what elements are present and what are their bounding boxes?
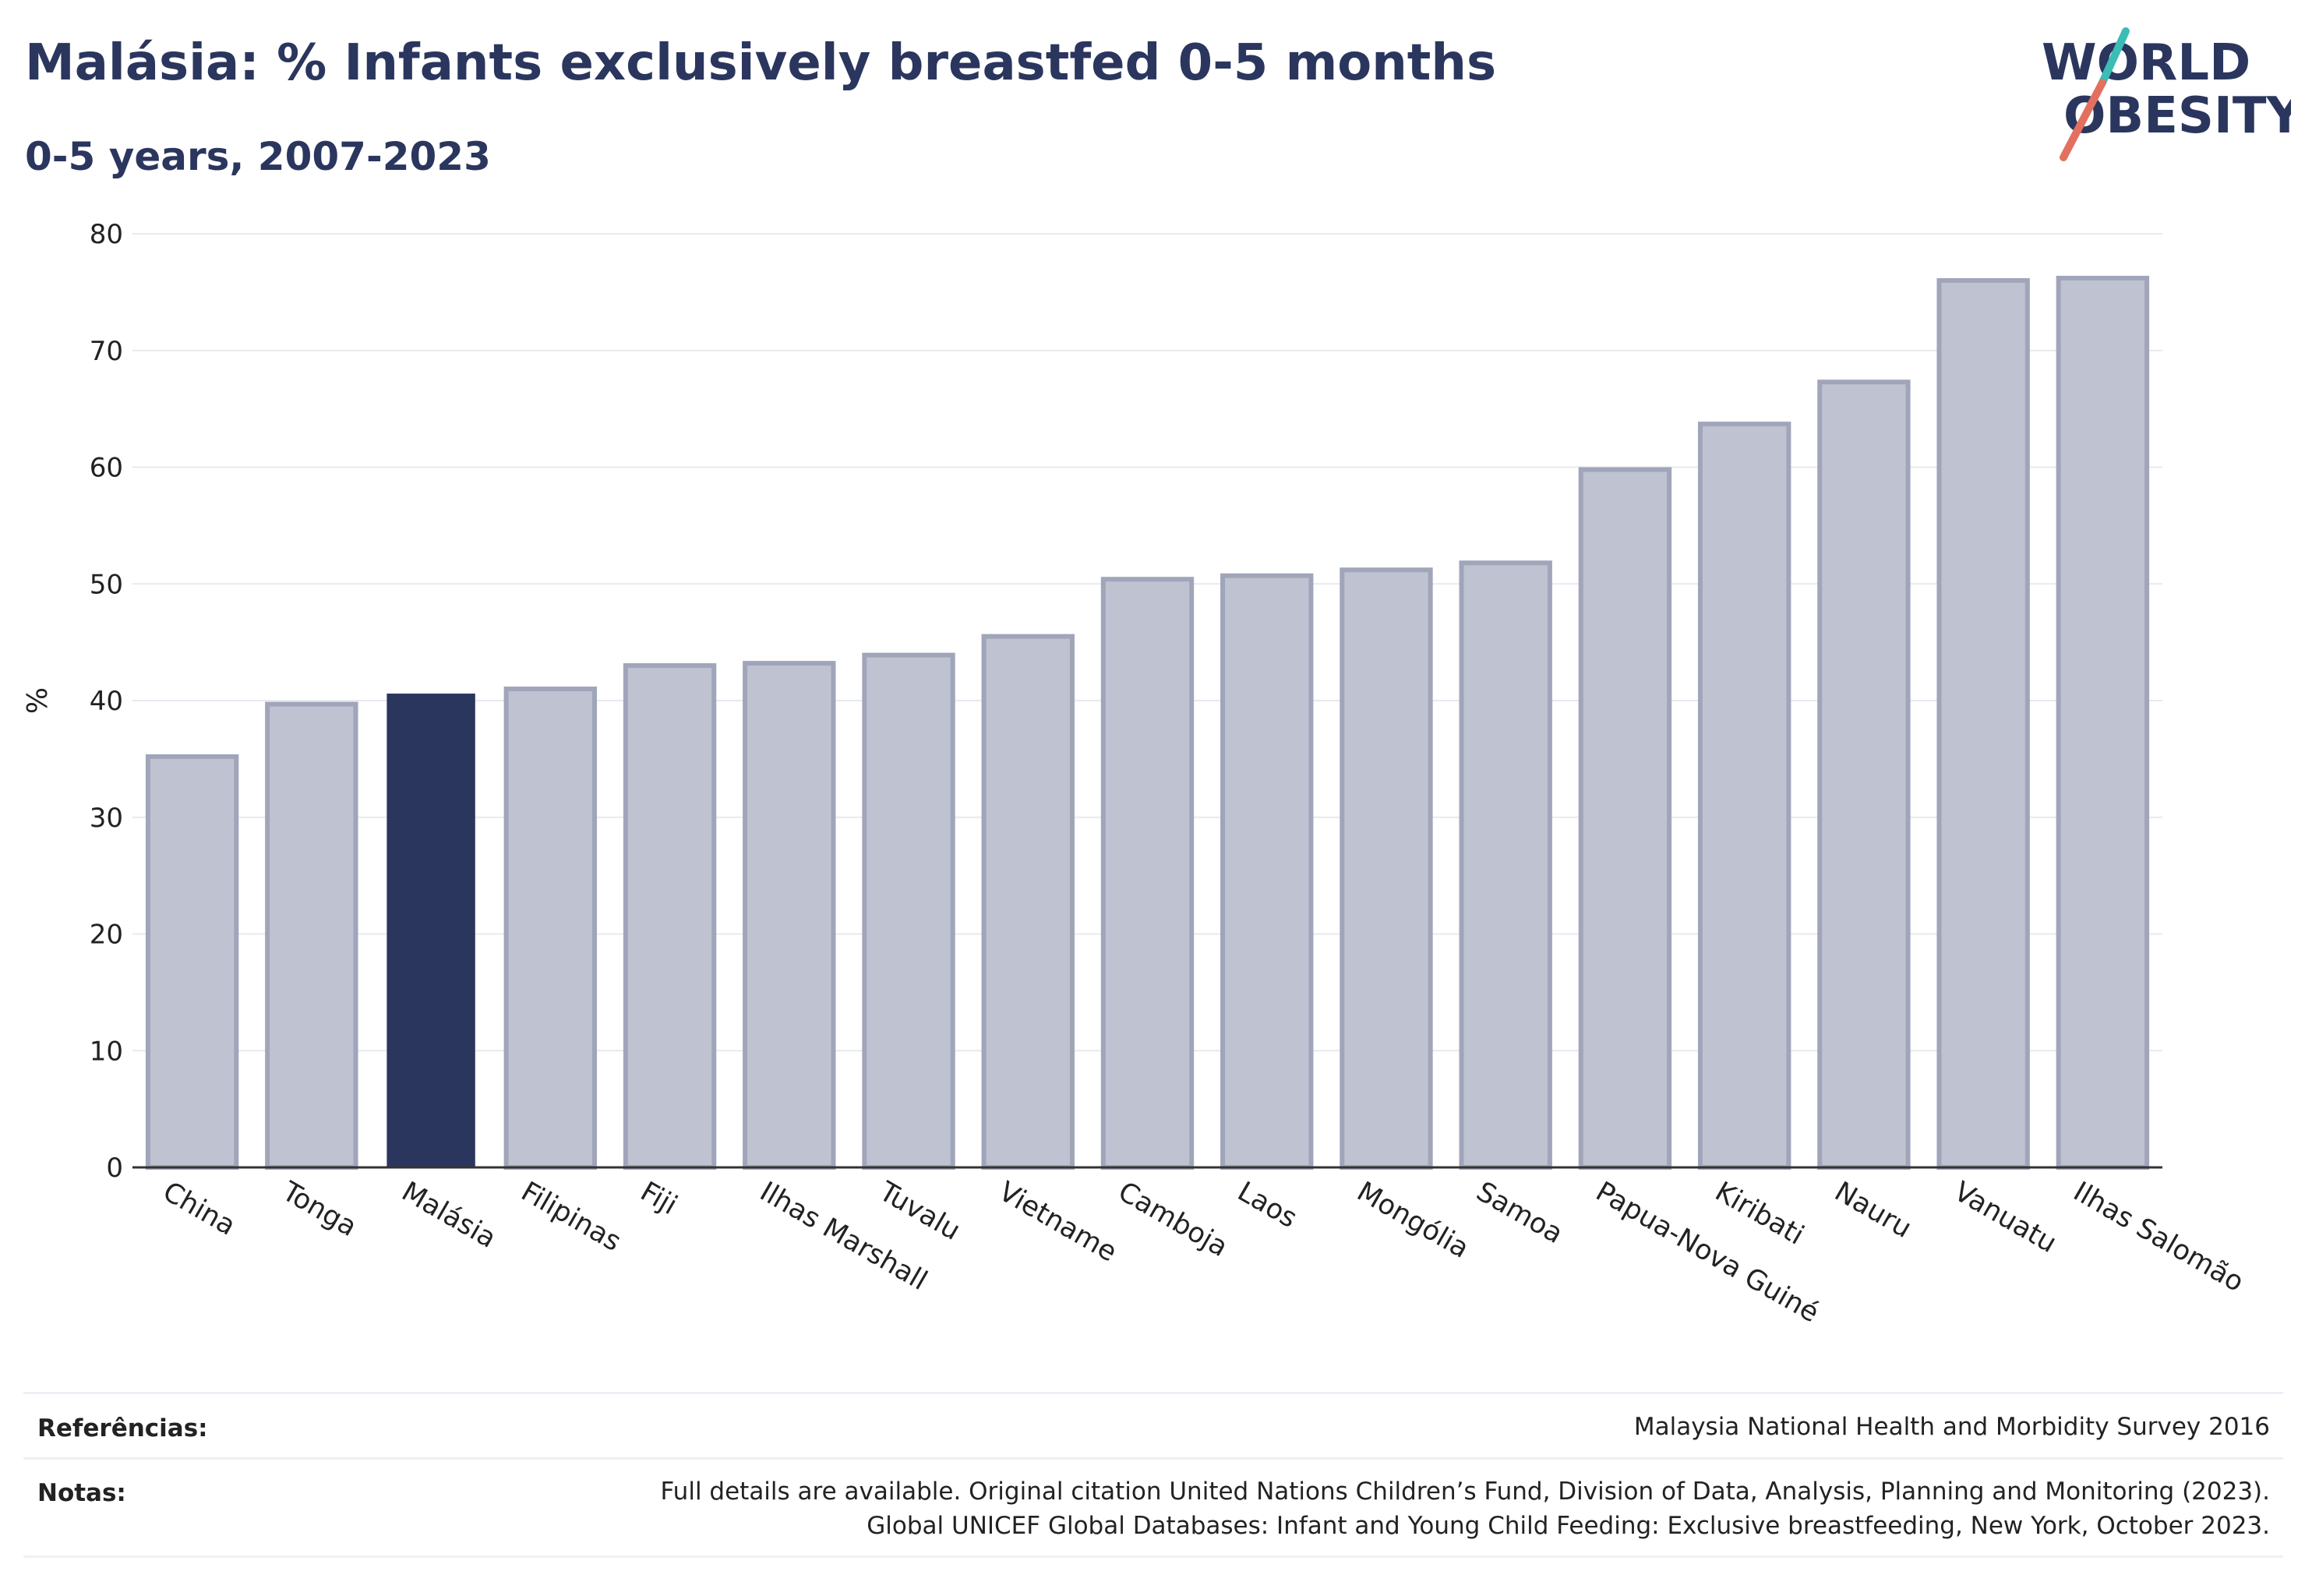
notes-line-1: Full details are available. Original cit…: [660, 1478, 2270, 1506]
y-tick-label: 70: [90, 336, 123, 367]
bar-kiribati: [1697, 422, 1791, 1170]
logo-word-obesity: OBESITY: [2063, 87, 2291, 145]
bar-ilhas-salom-o: [2056, 275, 2150, 1170]
y-axis-label: %: [22, 687, 54, 714]
y-tick-label: 0: [106, 1153, 123, 1184]
bar-vietname: [981, 634, 1075, 1170]
bar-samoa: [1459, 560, 1552, 1171]
logo-slash-teal: [2099, 27, 2130, 87]
x-tick-label: Nauru: [1829, 1176, 1916, 1245]
chart-subtitle: 0-5 years, 2007-2023: [25, 134, 491, 179]
y-tick-label: 30: [90, 803, 123, 834]
y-tick-label: 10: [90, 1036, 123, 1067]
x-tick-label: Mongólia: [1351, 1176, 1474, 1265]
x-tick-label: Ilhas Salomão: [2068, 1176, 2249, 1298]
bar-filipinas: [503, 687, 598, 1170]
chart-title: Malásia: % Infants exclusively breastfed…: [25, 34, 1497, 92]
notes-text: Full details are available. Original cit…: [661, 1474, 2270, 1543]
logo-slash-red: [2060, 79, 2106, 161]
logo-word-world: WORLD: [2042, 34, 2250, 92]
x-tick-label: China: [157, 1176, 241, 1242]
bar-mal-sia: [387, 694, 475, 1167]
y-tick-label: 80: [90, 219, 123, 250]
y-tick-label: 50: [90, 569, 123, 600]
x-tick-label: Fiji: [635, 1176, 683, 1221]
bar-ilhas-marshall: [743, 661, 836, 1170]
bar-nauru: [1817, 380, 1911, 1170]
x-tick-label: Tonga: [276, 1176, 362, 1243]
footer-divider-top: [23, 1392, 2283, 1394]
bar-fiji: [623, 663, 717, 1170]
x-tick-label: Papua-Nova Guiné: [1590, 1176, 1824, 1329]
world-obesity-logo: WORLD OBESITY: [2042, 27, 2291, 161]
x-tick-label: Laos: [1232, 1176, 1302, 1234]
footer-divider-bottom: [23, 1555, 2283, 1558]
x-tick-label: Malásia: [397, 1176, 502, 1255]
footer-divider-middle: [23, 1457, 2283, 1460]
x-tick-label: Vanuatu: [1949, 1176, 2062, 1259]
bar-tonga: [265, 701, 358, 1170]
y-tick-label: 60: [90, 453, 123, 484]
x-tick-label: Filipinas: [516, 1176, 627, 1258]
x-tick-label: Vietname: [994, 1176, 1122, 1268]
bar-tuvalu: [862, 652, 955, 1170]
x-tick-label: Tuvalu: [874, 1176, 965, 1247]
x-tick-labels: China Tonga Malásia Filipinas Fiji Ilhas Mars…: [157, 1176, 2249, 1329]
y-tick-label: 20: [90, 920, 123, 951]
notes-label: Notas:: [37, 1479, 126, 1507]
bars: [145, 275, 2150, 1171]
x-tick-label: Camboja: [1113, 1176, 1233, 1263]
bar-chart: 0 10 20 30 40 50 60 70 80 China Tonga Malásia Filip…: [22, 219, 2249, 1329]
y-tick-label: 40: [90, 686, 123, 717]
bar-vanuatu: [1936, 277, 2030, 1170]
bar-papua-nova-guin-: [1578, 467, 1672, 1170]
bar-mong-lia: [1340, 567, 1433, 1170]
bar-laos: [1220, 573, 1314, 1170]
bar-china: [145, 754, 239, 1170]
bar-camboja: [1100, 577, 1195, 1170]
notes-line-2: Global UNICEF Global Databases: Infant a…: [867, 1512, 2270, 1540]
x-tick-label: Kiribati: [1710, 1176, 1809, 1252]
references-text: Malaysia National Health and Morbidity S…: [1633, 1413, 2270, 1441]
references-label: Referências:: [37, 1414, 208, 1442]
y-tick-labels: 0 10 20 30 40 50 60 70 80: [90, 219, 123, 1184]
x-tick-label: Samoa: [1471, 1176, 1568, 1250]
